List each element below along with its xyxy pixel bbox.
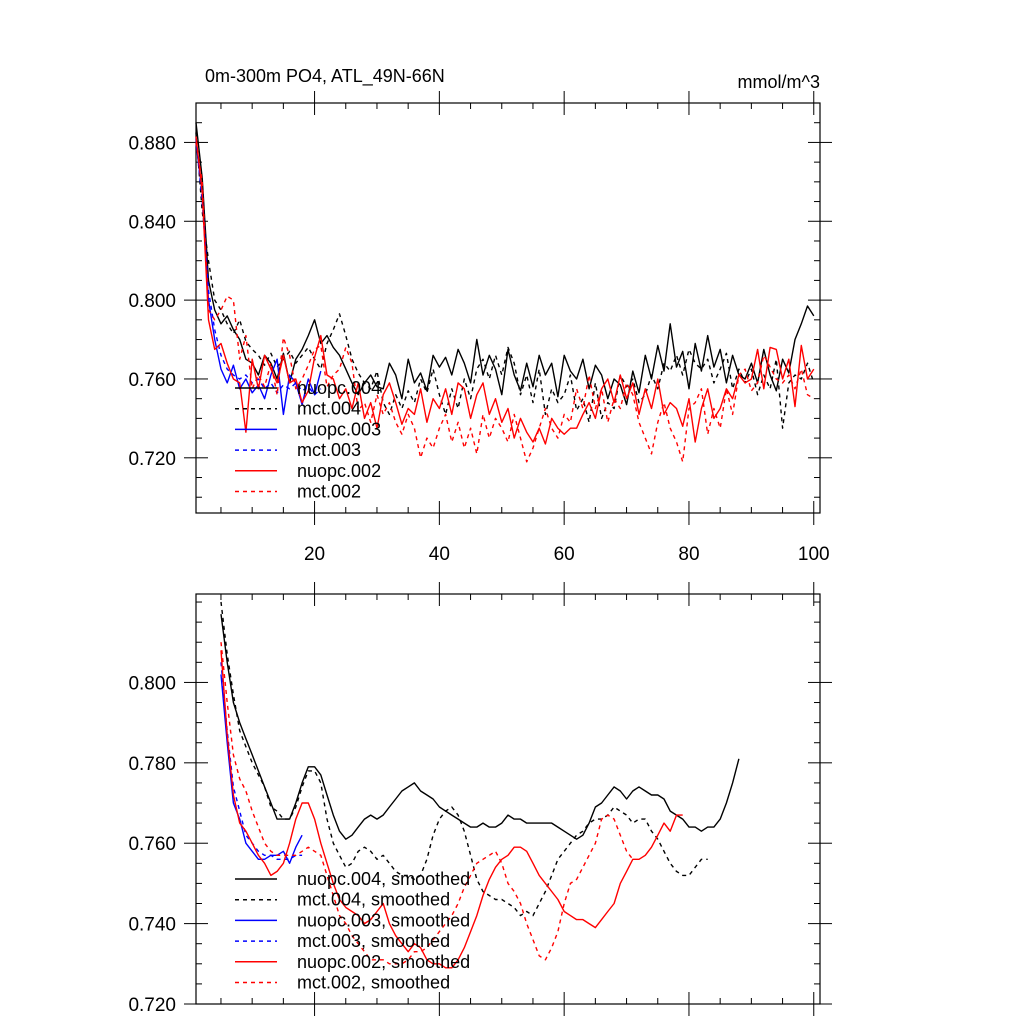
bottom-panel: 0.720 0.740 0.760 0.780 0.800 nuopc.004, smoo… bbox=[128, 582, 832, 1016]
y-tick-label: 0.800 bbox=[128, 673, 176, 694]
legend-label: nuopc.002 bbox=[297, 461, 381, 481]
legend-label: mct.004 bbox=[297, 399, 361, 419]
series-line bbox=[195, 132, 815, 429]
legend-label: nuopc.002, smoothed bbox=[297, 952, 470, 972]
series-line bbox=[195, 142, 815, 463]
legend-label: mct.002 bbox=[297, 482, 361, 502]
y-tick-label: 0.880 bbox=[128, 133, 176, 154]
legend-label: nuopc.003, smoothed bbox=[297, 910, 470, 930]
top-panel: 0m-300m PO4, ATL_49N-66N mmol/m^3 20 40 60… bbox=[128, 66, 832, 565]
series-line bbox=[220, 650, 683, 969]
legend-label: nuopc.004, smoothed bbox=[297, 869, 470, 889]
series-line bbox=[195, 122, 815, 406]
series-line bbox=[195, 138, 322, 396]
y-tick-label: 0.740 bbox=[128, 915, 176, 936]
series-line bbox=[220, 614, 740, 840]
x-tick-label: 80 bbox=[678, 544, 699, 565]
legend-label: nuopc.004 bbox=[297, 378, 381, 398]
x-tick-label: 40 bbox=[429, 544, 450, 565]
plot-frame bbox=[195, 593, 821, 1005]
y-tick-label: 0.760 bbox=[128, 834, 176, 855]
legend-label: mct.003 bbox=[297, 440, 361, 460]
y-tick-label: 0.780 bbox=[128, 754, 176, 775]
plot-frame bbox=[195, 102, 821, 514]
legend-label: mct.003, smoothed bbox=[297, 931, 450, 951]
chart-title: 0m-300m PO4, ATL_49N-66N bbox=[205, 66, 445, 87]
y-tick-label: 0.840 bbox=[128, 212, 176, 233]
x-tick-label: 20 bbox=[304, 544, 325, 565]
x-tick-label: 60 bbox=[554, 544, 575, 565]
y-tick-label: 0.760 bbox=[128, 370, 176, 391]
y-tick-label: 0.800 bbox=[128, 291, 176, 312]
legend-label: mct.004, smoothed bbox=[297, 890, 450, 910]
x-tick-label: 100 bbox=[798, 544, 830, 565]
y-tick-label: 0.720 bbox=[128, 449, 176, 470]
series-line bbox=[195, 136, 815, 445]
series-line bbox=[220, 662, 303, 860]
units-label: mmol/m^3 bbox=[738, 72, 820, 92]
series-line bbox=[220, 601, 708, 917]
legend-label: mct.002, smoothed bbox=[297, 973, 450, 993]
y-tick-label: 0.720 bbox=[128, 995, 176, 1016]
legend-label: nuopc.003 bbox=[297, 419, 381, 439]
